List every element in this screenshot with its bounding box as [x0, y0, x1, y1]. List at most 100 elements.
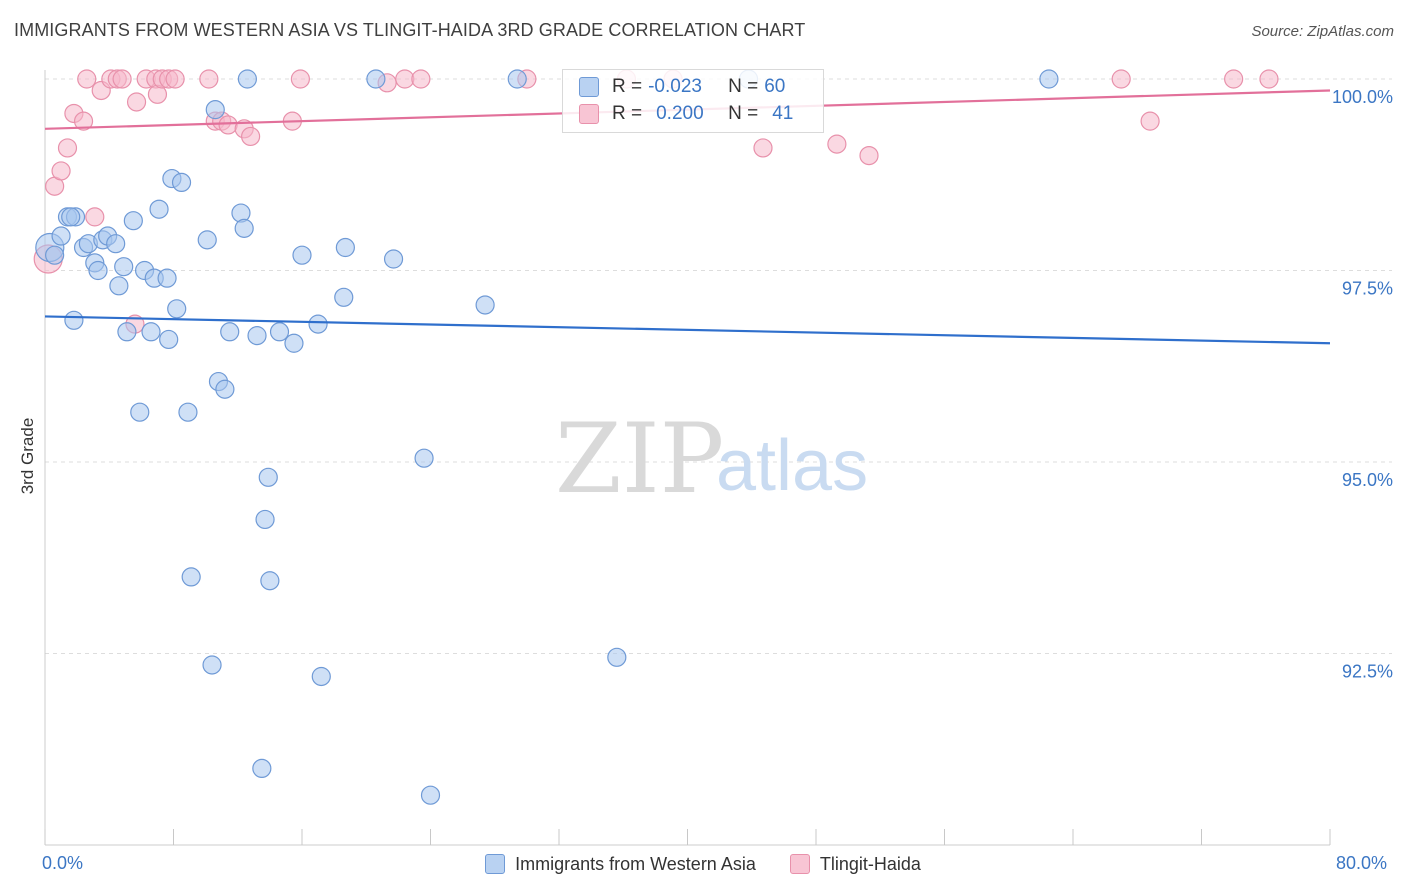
tlingit-haida-point	[85, 207, 105, 227]
legend-label-tlingit-haida: Tlingit-Haida	[819, 853, 921, 874]
western-asia-point	[130, 402, 150, 422]
legend-n-value: 41	[772, 103, 794, 124]
western-asia-point	[202, 655, 222, 675]
western-asia-point	[123, 211, 143, 231]
tlingit-haida-point	[126, 92, 147, 112]
western-asia-point	[159, 329, 179, 350]
legend-item-western-asia[interactable]: Immigrants from Western Asia	[485, 854, 756, 875]
western-asia-point	[252, 758, 272, 779]
western-asia-point	[292, 245, 312, 265]
tlingit-haida-point	[57, 138, 78, 158]
watermark-zip: ZIP	[555, 403, 724, 515]
legend-item-tlingit-haida[interactable]: Tlingit-Haida	[789, 853, 921, 875]
tlingit-haida-point	[1140, 111, 1160, 131]
western-asia-point	[284, 333, 304, 353]
western-asia-point	[114, 257, 134, 277]
western-asia-point	[149, 199, 169, 219]
tlingit-haida-point	[1259, 69, 1279, 89]
source-credit: Source: ZipAtlas.com	[1251, 23, 1394, 40]
tlingit-haida-point	[218, 115, 238, 135]
tlingit-haida-point	[51, 161, 71, 181]
western-asia-trend-line	[44, 315, 1331, 345]
western-asia-point	[64, 310, 84, 330]
western-asia-point	[61, 207, 81, 227]
y-tick-label: 95.0%	[1342, 470, 1393, 490]
legend-swatch-pink	[789, 854, 810, 874]
western-asia-point	[171, 172, 192, 193]
western-asia-point	[237, 69, 257, 89]
watermark-atlas: atlas	[716, 426, 868, 506]
western-asia-point	[311, 666, 331, 687]
western-asia-point	[215, 379, 235, 399]
western-asia-point	[269, 322, 290, 342]
western-asia-point	[51, 226, 71, 246]
legend-swatch-blue	[485, 854, 506, 874]
correlation-legend: R = -0.023 N = 60 R = 0.200 N = 41	[562, 69, 824, 133]
chart-title: IMMIGRANTS FROM WESTERN ASIA VS TLINGIT-…	[14, 20, 806, 40]
legend-n-value: 60	[764, 76, 786, 97]
western-asia-point	[420, 785, 441, 805]
tlingit-haida-point	[77, 69, 97, 89]
western-asia-point	[45, 245, 65, 265]
legend-n-label: N =	[728, 76, 759, 97]
tlingit-haida-point	[859, 146, 879, 166]
tlingit-haida-point	[395, 69, 415, 89]
western-asia-point	[205, 100, 225, 120]
tlingit-haida-point	[1224, 69, 1244, 89]
western-asia-point	[247, 326, 267, 346]
legend-r-value: 0.200	[656, 103, 704, 124]
legend-swatch-blue	[579, 77, 599, 97]
legend-r-value: -0.023	[648, 76, 702, 97]
western-asia-point	[383, 249, 404, 269]
western-asia-point	[308, 314, 328, 334]
western-asia-point	[141, 322, 161, 342]
western-asia-point	[475, 295, 495, 315]
western-asia-point	[607, 647, 627, 667]
western-asia-point	[507, 69, 527, 89]
tlingit-haida-point	[241, 126, 261, 147]
western-asia-point	[334, 287, 354, 307]
legend-r-label: R =	[612, 76, 643, 97]
western-asia-point	[157, 268, 177, 288]
western-asia-point	[255, 509, 275, 530]
legend-r-label: R =	[612, 103, 643, 124]
series-western-asia-points	[35, 69, 1059, 805]
western-asia-point	[117, 322, 137, 342]
western-asia-point	[220, 322, 240, 342]
western-asia-point	[88, 260, 108, 281]
legend-label-western-asia: Immigrants from Western Asia	[515, 853, 756, 874]
western-asia-point	[1039, 69, 1059, 89]
western-asia-point	[366, 69, 386, 89]
legend-n-label: N =	[728, 103, 759, 124]
tlingit-haida-point	[112, 69, 132, 89]
western-asia-point	[178, 402, 198, 422]
y-tick-label: 97.5%	[1342, 279, 1393, 299]
tlingit-haida-point	[753, 138, 773, 158]
western-asia-point	[234, 218, 254, 238]
y-tick-labels: 92.5% 95.0% 97.5% 100.0%	[1332, 87, 1393, 682]
tlingit-haida-point	[199, 69, 219, 89]
western-asia-point	[167, 299, 187, 319]
western-asia-point	[335, 237, 355, 258]
western-asia-point	[260, 571, 280, 591]
tlingit-haida-point	[73, 111, 94, 131]
western-asia-point	[181, 567, 201, 587]
western-asia-point	[258, 467, 278, 487]
tlingit-haida-point	[1111, 69, 1131, 89]
legend-swatch-pink	[579, 104, 599, 124]
tlingit-haida-point	[411, 69, 431, 89]
x-tick-label-max: 80.0%	[1336, 853, 1388, 873]
y-axis-title: 3rd Grade	[18, 417, 37, 495]
tlingit-haida-point	[827, 134, 847, 154]
y-tick-label: 100.0%	[1332, 87, 1393, 107]
series-legend: Immigrants from Western Asia Tlingit-Hai…	[0, 851, 1406, 877]
western-asia-point	[414, 448, 434, 468]
western-asia-point	[109, 276, 129, 296]
grid-lines	[45, 78, 1392, 654]
legend-row-tlingit-haida: R = 0.200 N = 41	[579, 102, 793, 126]
tlingit-haida-point	[165, 69, 185, 89]
axes	[44, 70, 1331, 846]
legend-row-western-asia: R = -0.023 N = 60	[579, 75, 785, 99]
x-tick-label-min: 0.0%	[42, 853, 84, 873]
